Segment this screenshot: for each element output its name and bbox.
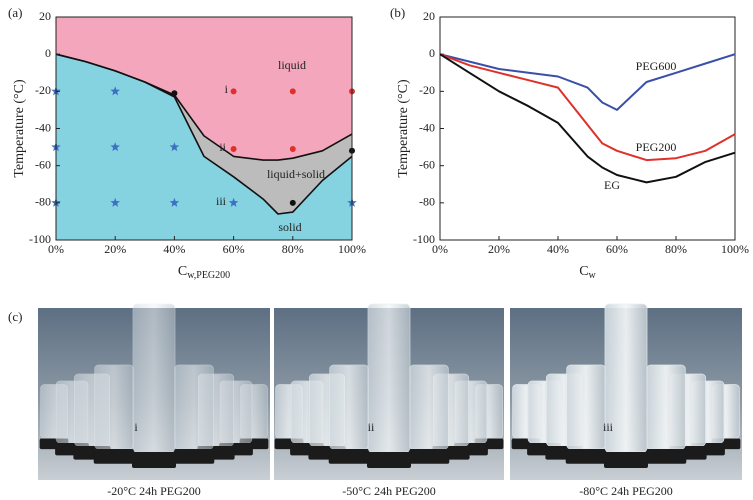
y-axis-title: Temperature (°C) bbox=[396, 79, 411, 178]
photo-caption: -20°C 24h PEG200 bbox=[107, 484, 200, 498]
star-marker bbox=[110, 86, 120, 96]
x-tick-label: 80% bbox=[282, 242, 304, 256]
y-tick-label: -40 bbox=[419, 120, 435, 134]
star-marker bbox=[169, 197, 180, 207]
y-tick-label: 0 bbox=[45, 46, 51, 60]
x-tick-label: 40% bbox=[547, 242, 569, 256]
line bbox=[55, 53, 353, 215]
panel-label: (a) bbox=[8, 5, 22, 20]
x-tick-label: 100% bbox=[721, 242, 749, 256]
x-tick-label: 100% bbox=[338, 242, 366, 256]
point-marker bbox=[171, 90, 178, 97]
line bbox=[439, 53, 736, 184]
line bbox=[439, 53, 736, 111]
region-label: liquid+solid bbox=[267, 167, 325, 181]
point-marker bbox=[289, 145, 296, 152]
x-axis-title: Cw bbox=[579, 264, 596, 281]
panel-label: (c) bbox=[8, 309, 22, 324]
series-label: PEG600 bbox=[636, 59, 677, 73]
y-axis-title: Temperature (°C) bbox=[12, 79, 27, 178]
vial bbox=[174, 364, 214, 450]
region-label: solid bbox=[278, 220, 301, 234]
vial bbox=[329, 364, 369, 450]
region-fill bbox=[56, 54, 352, 214]
chart-line: (b) -100 -80 -60 -40 -20 0 20 0% 20% 40% 60% 80% 100%… bbox=[390, 5, 749, 281]
y-tick-label: 20 bbox=[39, 9, 51, 23]
star-marker bbox=[228, 197, 239, 207]
vial bbox=[94, 364, 134, 450]
plot-frame bbox=[55, 16, 353, 241]
photo-label: i bbox=[134, 420, 138, 434]
star-marker bbox=[110, 142, 120, 152]
point-marker bbox=[289, 88, 296, 95]
x-tick-label: 20% bbox=[488, 242, 510, 256]
plot-frame bbox=[439, 16, 736, 241]
panel-label: (b) bbox=[390, 5, 405, 20]
vial-cap bbox=[645, 449, 687, 464]
vial-cap bbox=[173, 449, 215, 464]
line bbox=[439, 53, 736, 162]
vial-cap bbox=[408, 449, 450, 464]
photo: ii bbox=[274, 303, 504, 480]
photo-caption: -50°C 24h PEG200 bbox=[342, 484, 435, 498]
region-fill bbox=[56, 17, 352, 161]
point-marker bbox=[289, 199, 296, 206]
vial bbox=[646, 364, 686, 450]
y-tick-label: 20 bbox=[423, 9, 435, 23]
vial bbox=[409, 364, 449, 450]
photo-label: iii bbox=[603, 420, 614, 434]
photo: iii bbox=[510, 303, 742, 480]
x-axis-title: Cw,PEG200 bbox=[178, 264, 230, 281]
vial-cap bbox=[367, 452, 411, 468]
y-tick-label: -20 bbox=[35, 83, 51, 97]
region-label: liquid bbox=[278, 58, 306, 72]
x-tick-label: 20% bbox=[104, 242, 126, 256]
x-tick-label: 0% bbox=[48, 242, 64, 256]
y-tick-label: -60 bbox=[419, 157, 435, 171]
x-axis-title-sub: w,PEG200 bbox=[187, 270, 230, 281]
photo-label: ii bbox=[368, 420, 375, 434]
series-label: EG bbox=[604, 178, 620, 192]
x-tick-label: 60% bbox=[606, 242, 628, 256]
y-tick-label: 0 bbox=[429, 46, 435, 60]
x-axis-title-sub: w bbox=[589, 270, 597, 281]
vial-cap bbox=[565, 449, 607, 464]
point-marker bbox=[230, 145, 237, 152]
y-tick-label: -80 bbox=[419, 195, 435, 209]
vial-cap bbox=[132, 452, 176, 468]
x-axis-title-main: C bbox=[178, 264, 187, 279]
point-marker bbox=[230, 88, 237, 95]
vial-cap bbox=[328, 449, 370, 464]
y-tick-label: -20 bbox=[419, 83, 435, 97]
photo: i bbox=[38, 303, 270, 480]
vial-cap bbox=[604, 452, 648, 468]
point-label: ii bbox=[219, 140, 226, 154]
y-tick-label: -40 bbox=[35, 120, 51, 134]
y-tick-label: -60 bbox=[35, 157, 51, 171]
star-marker bbox=[169, 142, 180, 152]
star-marker bbox=[110, 197, 120, 207]
x-tick-label: 40% bbox=[163, 242, 185, 256]
x-axis-title-main: C bbox=[579, 264, 588, 279]
point-label: iii bbox=[216, 194, 227, 208]
vial bbox=[566, 364, 606, 450]
vial bbox=[132, 303, 176, 453]
series-label: PEG200 bbox=[636, 140, 677, 154]
point-label: i bbox=[225, 82, 229, 96]
y-tick-label: -80 bbox=[35, 195, 51, 209]
photo-caption: -80°C 24h PEG200 bbox=[579, 484, 672, 498]
x-tick-label: 60% bbox=[223, 242, 245, 256]
y-tick-label: -100 bbox=[29, 232, 51, 246]
x-tick-label: 80% bbox=[665, 242, 687, 256]
chart-phase: (a)liquidliquid+solidsolidiiiiii-100-80-… bbox=[8, 5, 366, 281]
vial-cap bbox=[93, 449, 135, 464]
x-tick-label: 0% bbox=[432, 242, 448, 256]
y-tick-label: -100 bbox=[413, 232, 435, 246]
region-fill bbox=[56, 54, 352, 240]
